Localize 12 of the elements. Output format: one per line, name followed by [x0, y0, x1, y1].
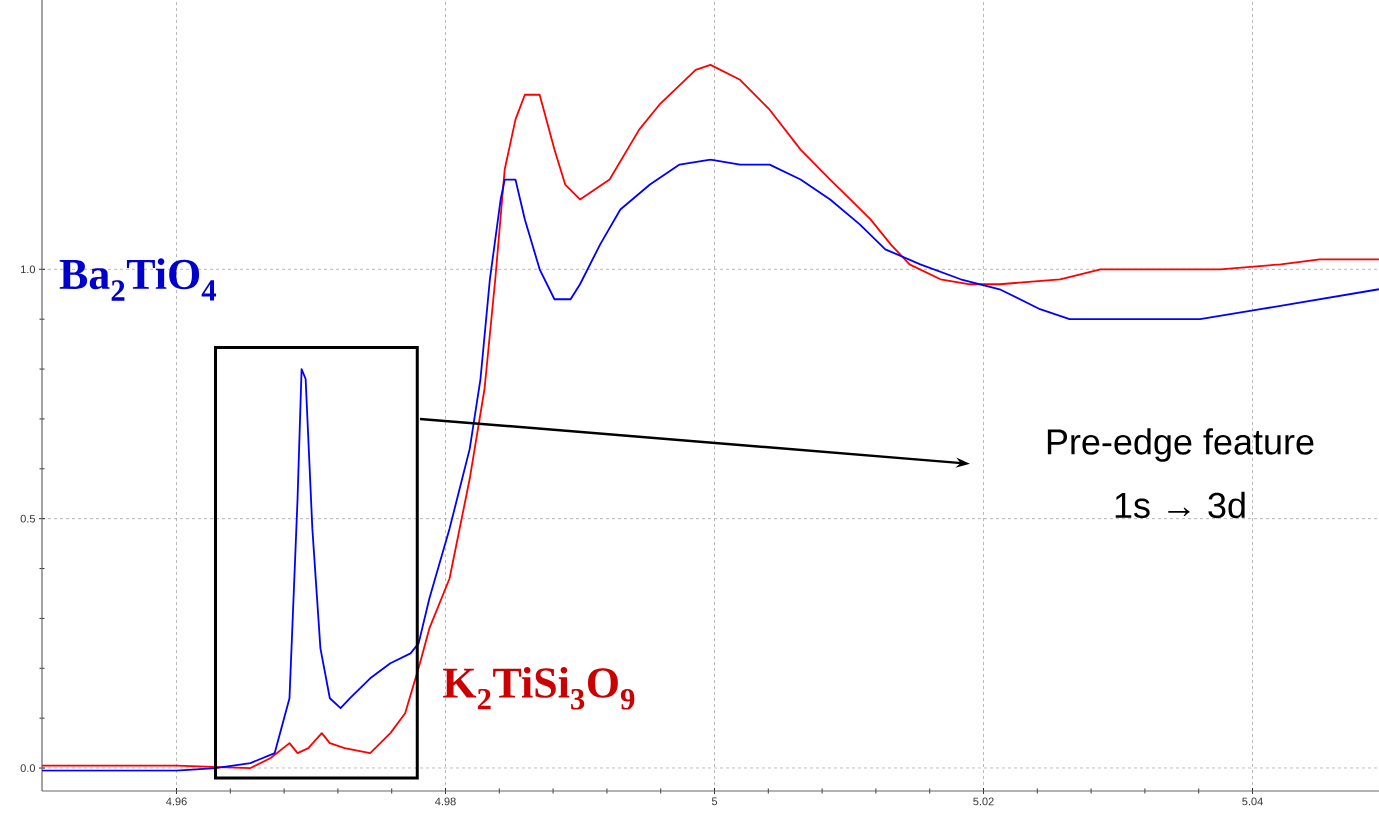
text: K$_{2}$TiSi$_{3}$O$_{9}$: [443, 666, 635, 710]
x-tick-label: 4.98: [435, 797, 456, 806]
y-tick-label: 0.0: [20, 764, 36, 772]
x-tick-label: 5: [711, 797, 718, 806]
y-tick-label: 0.5: [20, 514, 36, 523]
x-tick-label: 5.02: [973, 797, 994, 806]
annotation: 1s → 3d: [1115, 491, 1245, 519]
y-tick-label: 1.0: [21, 265, 36, 274]
x-tick-label: 4.96: [166, 797, 187, 806]
annotation: Pre-edge feature: [1047, 428, 1314, 462]
x-tick-label: 5.04: [1242, 797, 1263, 806]
text: Ba$_{2}$TiO$_{4}$: [59, 258, 217, 301]
